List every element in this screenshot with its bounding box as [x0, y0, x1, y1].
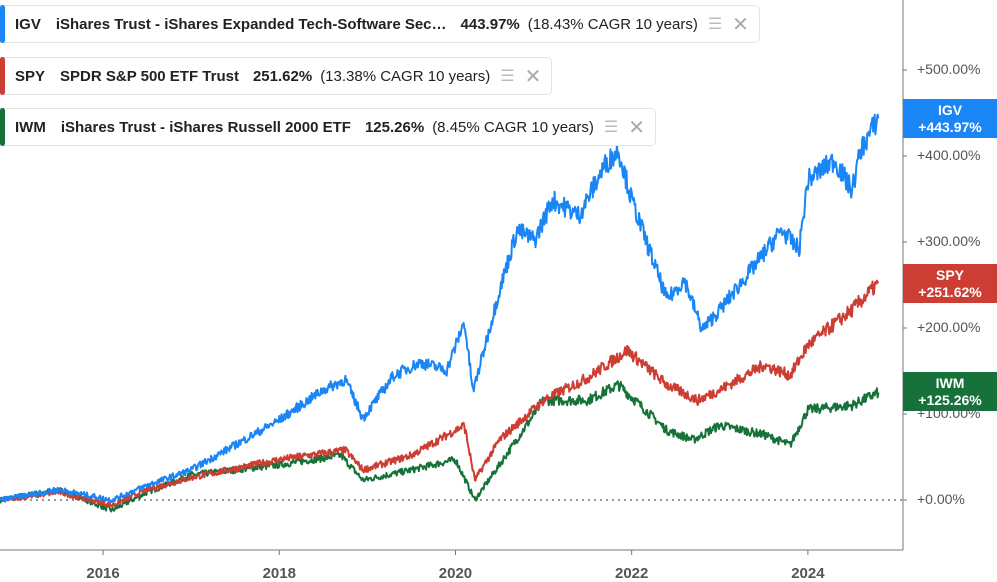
legend-ticker: IWM: [15, 118, 46, 136]
series-color-bar: [0, 108, 5, 146]
legend-return: 251.62%: [252, 67, 313, 85]
legend-name: iShares Trust - iShares Russell 2000 ETF: [60, 118, 351, 136]
last-value-tag-spy: SPY +251.62%: [903, 264, 997, 304]
remove-series-icon[interactable]: ✕: [732, 13, 749, 36]
remove-series-icon[interactable]: ✕: [628, 116, 646, 139]
add-layer-icon[interactable]: ☰: [603, 119, 619, 136]
series-line-iwm: [0, 380, 880, 513]
legend-item-iwm[interactable]: IWM iShares Trust - iShares Russell 2000…: [0, 108, 657, 146]
legend-item-spy[interactable]: SPY SPDR S&P 500 ETF Trust 251.62% (13.3…: [0, 57, 553, 95]
legend-return: 125.26%: [364, 118, 425, 136]
legend-cagr: (13.38% CAGR 10 years): [320, 67, 491, 85]
tag-ticker: IWM: [935, 375, 965, 391]
series-color-bar: [0, 57, 5, 95]
y-tick-label: +300.00%: [917, 233, 981, 249]
tag-ticker: SPY: [935, 267, 964, 284]
add-layer-icon[interactable]: ☰: [707, 16, 723, 33]
y-tick-label: +500.00%: [917, 61, 981, 77]
legend-cagr: (8.45% CAGR 10 years): [432, 118, 594, 136]
x-tick-label: 2022: [614, 565, 649, 582]
y-tick-label: +400.00%: [917, 147, 981, 163]
series-line-igv: [0, 113, 880, 503]
x-tick-label: 2020: [438, 565, 473, 582]
y-tick-label: +200.00%: [917, 319, 981, 335]
legend-name: iShares Trust - iShares Expanded Tech-So…: [55, 15, 447, 33]
add-layer-icon[interactable]: ☰: [500, 68, 515, 85]
legend-ticker: IGV: [15, 15, 41, 33]
last-value-tag-iwm: IWM +125.26%: [903, 372, 997, 411]
legend-return: 443.97%: [460, 15, 520, 33]
x-tick-label: 2018: [262, 565, 296, 582]
legend-cagr: (18.43% CAGR 10 years): [527, 15, 698, 33]
y-tick-label: +0.00%: [917, 491, 965, 507]
legend-ticker: SPY: [15, 67, 46, 85]
tag-ticker: IGV: [937, 102, 963, 119]
last-value-tag-igv: IGV +443.97%: [903, 99, 997, 139]
tag-value: +251.62%: [918, 284, 982, 301]
y-tick-label: +100.00%: [917, 405, 981, 421]
tag-value: +443.97%: [918, 119, 982, 136]
remove-series-icon[interactable]: ✕: [524, 65, 542, 88]
legend-item-igv[interactable]: IGV iShares Trust - iShares Expanded Tec…: [0, 5, 760, 43]
tag-value: +125.26%: [918, 392, 982, 408]
legend-name: SPDR S&P 500 ETF Trust: [60, 67, 239, 85]
series-color-bar: [0, 5, 5, 43]
x-tick-label: 2024: [791, 565, 825, 582]
x-tick-label: 2016: [86, 565, 120, 582]
series-line-spy: [0, 279, 880, 508]
